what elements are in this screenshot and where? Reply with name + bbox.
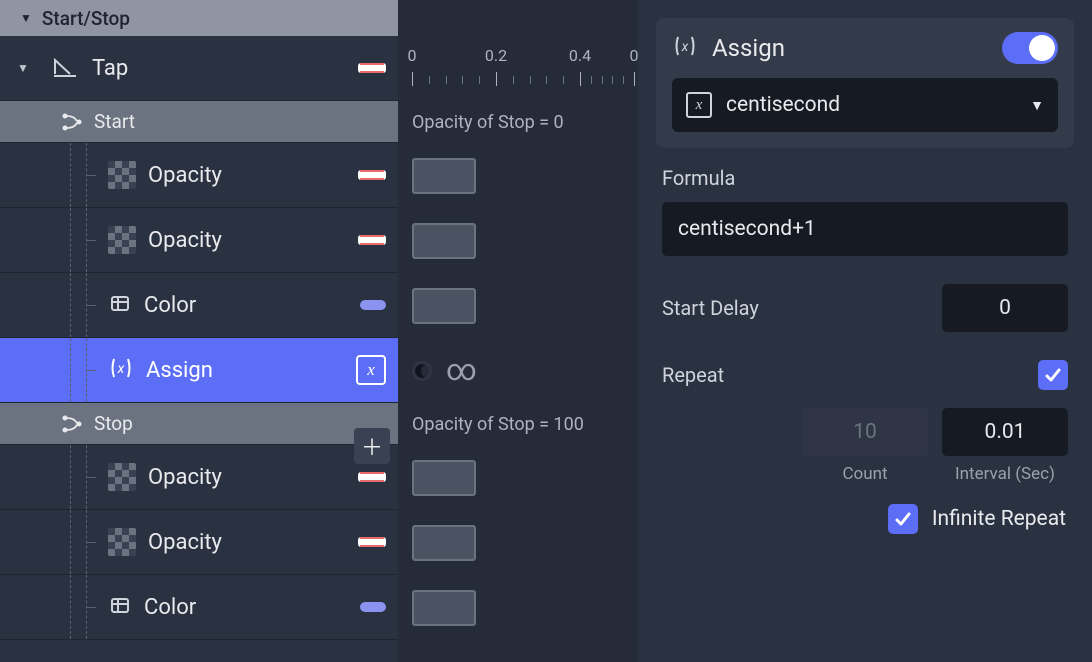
chevron-down-icon: ▼: [1030, 97, 1044, 114]
count-sublabel: Count: [802, 464, 928, 484]
variable-icon: x: [672, 33, 698, 63]
formula-input[interactable]: centisecond+1: [662, 202, 1068, 256]
inspector-card: x Assign x centisecond ▼: [656, 18, 1074, 148]
opacity-icon: [108, 226, 136, 254]
tree-group-start[interactable]: Start: [0, 101, 398, 143]
repeat-interval-input[interactable]: 0.01: [942, 408, 1068, 456]
branch-icon: [60, 412, 84, 436]
ruler-tick-label: 0.2: [485, 46, 507, 65]
tree-group-label: Start: [94, 110, 135, 133]
opacity-icon: [108, 528, 136, 556]
repeat-count-input[interactable]: 10: [802, 408, 928, 456]
tree-item-color2[interactable]: Color: [0, 575, 398, 640]
variable-select-value: centisecond: [726, 93, 1016, 117]
ruler-tick-label: 0.4: [569, 46, 591, 65]
keyframe-box[interactable]: [412, 288, 476, 324]
keyframe-badge-icon: [358, 472, 386, 482]
tree-item-label: Opacity: [148, 465, 222, 490]
tree-item-opacity1[interactable]: Opacity: [0, 143, 398, 208]
tree-header-title: Start/Stop: [42, 7, 130, 30]
tree-item-label: Opacity: [148, 228, 222, 253]
tree-group-label: Stop: [94, 412, 133, 435]
branch-icon: [60, 110, 84, 134]
repeat-checkbox[interactable]: [1038, 360, 1068, 390]
tree-item-assign[interactable]: x Assign x: [0, 338, 398, 403]
tree-header[interactable]: ▼ Start/Stop: [0, 0, 398, 36]
tree-item-opacity4[interactable]: Opacity: [0, 510, 398, 575]
timeline-panel: 0 0.2 0.4 0 Opacity of Stop = 0 ∞ Opacity o…: [398, 0, 638, 662]
timeline-cell[interactable]: [398, 510, 638, 575]
keyframe-box[interactable]: [412, 460, 476, 496]
color-badge-icon: [360, 300, 386, 310]
inspector-panel: x Assign x centisecond ▼ Formula centise…: [638, 0, 1092, 662]
variable-badge-icon: x: [356, 355, 386, 385]
infinite-repeat-checkbox[interactable]: [888, 504, 918, 534]
timeline-cell-assign[interactable]: ∞: [398, 338, 638, 403]
start-delay-label: Start Delay: [662, 296, 942, 320]
opacity-icon: [108, 161, 136, 189]
enable-toggle[interactable]: [1002, 32, 1058, 64]
keyframe-badge-icon: [358, 63, 386, 73]
timeline-ruler[interactable]: 0 0.2 0.4 0: [398, 36, 638, 101]
infinite-repeat-label: Infinite Repeat: [932, 507, 1066, 531]
variable-icon: x: [108, 355, 134, 385]
color-bucket-icon: [108, 293, 132, 317]
layer-tree-panel: ▼ Start/Stop ▼ Tap Start Opacity Opacity C…: [0, 0, 398, 662]
tap-icon: [52, 54, 80, 82]
tree-item-label: Opacity: [148, 530, 222, 555]
tree-row-tap[interactable]: ▼ Tap: [0, 36, 398, 101]
variable-icon: x: [686, 92, 712, 118]
add-button[interactable]: ＋: [354, 428, 390, 464]
timeline-cell[interactable]: [398, 445, 638, 510]
tree-item-opacity3[interactable]: Opacity: [0, 445, 398, 510]
timeline-start-caption: Opacity of Stop = 0: [398, 101, 638, 143]
keyframe-badge-icon: [358, 235, 386, 245]
keyframe-box[interactable]: [412, 525, 476, 561]
color-badge-icon: [360, 602, 386, 612]
collapse-triangle-icon[interactable]: ▼: [20, 11, 32, 25]
repeat-label: Repeat: [662, 363, 1038, 387]
timeline-stop-caption: Opacity of Stop = 100: [398, 403, 638, 445]
app-root: ▼ Start/Stop ▼ Tap Start Opacity Opacity C…: [0, 0, 1092, 662]
ease-icon: [412, 361, 432, 381]
keyframe-badge-icon: [358, 537, 386, 547]
svg-text:x: x: [681, 39, 689, 55]
tree-item-opacity2[interactable]: Opacity: [0, 208, 398, 273]
tree-item-label: Assign: [146, 358, 213, 383]
keyframe-box[interactable]: [412, 590, 476, 626]
tree-item-label: Opacity: [148, 163, 222, 188]
keyframe-badge-icon: [358, 170, 386, 180]
tree-row-label: Tap: [92, 56, 128, 81]
tree-item-label: Color: [144, 595, 196, 620]
ruler-tick-label: 0: [408, 46, 417, 65]
svg-text:x: x: [117, 361, 125, 377]
inspector-title: Assign: [712, 34, 988, 62]
infinity-icon: ∞: [446, 353, 477, 388]
keyframe-box[interactable]: [412, 223, 476, 259]
ruler-tick-label: 0: [630, 46, 639, 65]
timeline-cell[interactable]: [398, 575, 638, 640]
tree-group-stop[interactable]: Stop ＋: [0, 403, 398, 445]
timeline-cell[interactable]: [398, 208, 638, 273]
keyframe-box[interactable]: [412, 158, 476, 194]
variable-select[interactable]: x centisecond ▼: [672, 78, 1058, 132]
interval-sublabel: Interval (Sec): [942, 464, 1068, 484]
tree-item-label: Color: [144, 293, 196, 318]
expand-triangle-icon[interactable]: ▼: [17, 61, 29, 75]
timeline-cell[interactable]: [398, 143, 638, 208]
formula-label: Formula: [662, 166, 1068, 190]
timeline-cell[interactable]: [398, 273, 638, 338]
start-delay-input[interactable]: 0: [942, 284, 1068, 332]
color-bucket-icon: [108, 595, 132, 619]
opacity-icon: [108, 463, 136, 491]
tree-item-color1[interactable]: Color: [0, 273, 398, 338]
